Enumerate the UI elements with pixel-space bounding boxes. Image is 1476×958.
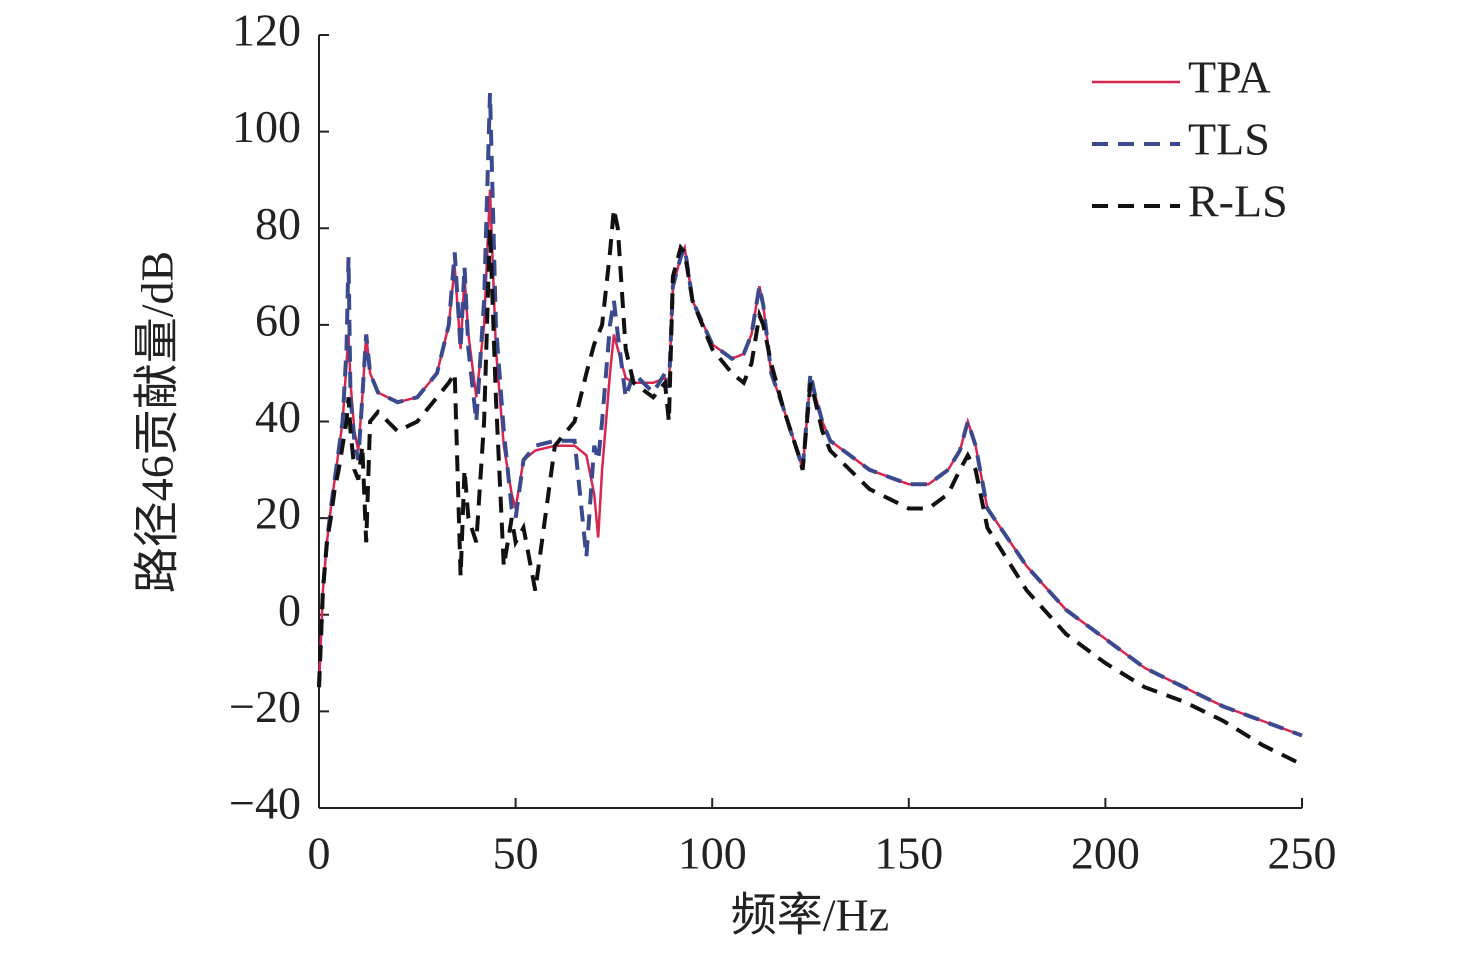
x-tick-label: 200 [1071, 828, 1140, 879]
y-tick-label: −20 [229, 681, 301, 732]
y-tick-label: 120 [232, 5, 301, 56]
y-tick-label: 80 [255, 198, 301, 249]
y-tick-label: −40 [229, 778, 301, 829]
x-tick-label: 250 [1268, 828, 1337, 879]
legend-label: TLS [1188, 114, 1270, 165]
x-tick-label: 0 [308, 828, 331, 879]
y-tick-label: 20 [255, 488, 301, 539]
y-axis-label: 路径46贡献量/dB [132, 251, 183, 593]
legend-label: TPA [1188, 52, 1271, 103]
legend-label: R-LS [1188, 176, 1288, 227]
y-tick-label: 0 [278, 584, 301, 635]
y-tick-label: 100 [232, 101, 301, 152]
x-tick-label: 100 [678, 828, 747, 879]
x-tick-label: 50 [493, 828, 539, 879]
y-tick-label: 60 [255, 294, 301, 345]
series-line [317, 208, 1303, 767]
series-line [317, 92, 1303, 738]
x-tick-label: 150 [874, 828, 943, 879]
y-tick-label: 40 [255, 391, 301, 442]
x-axis-label: 频率/Hz [731, 890, 889, 941]
